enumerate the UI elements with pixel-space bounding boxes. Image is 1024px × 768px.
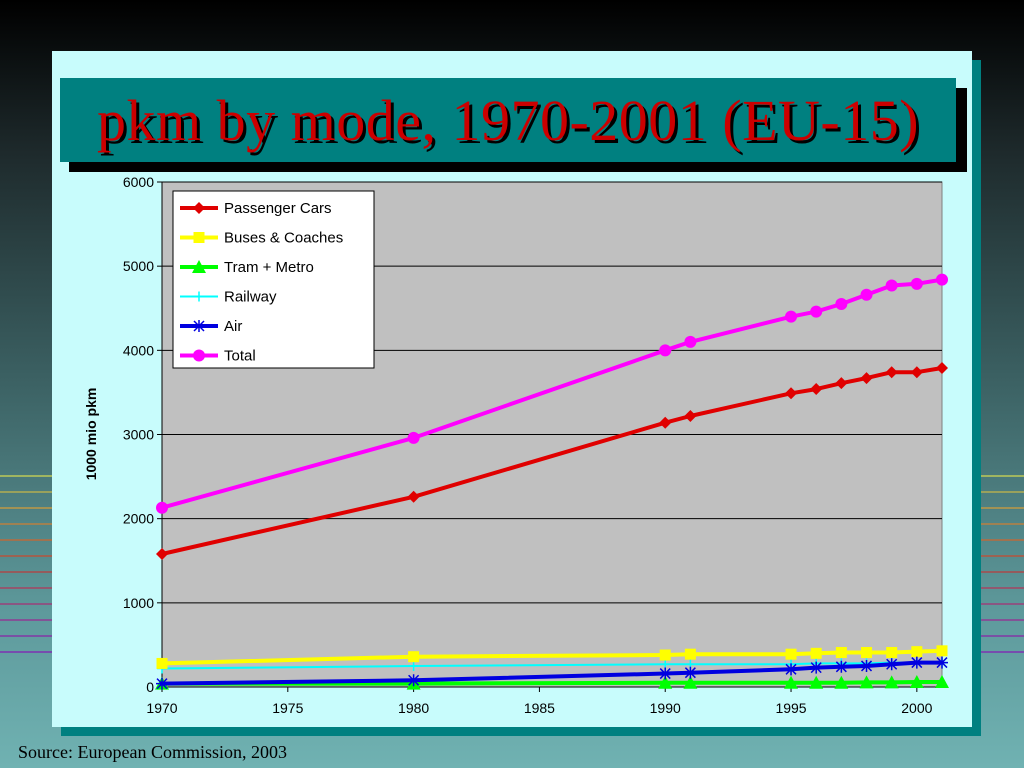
data-point (683, 675, 698, 689)
data-point (784, 675, 799, 689)
legend-label: Railway (224, 289, 277, 306)
title-box: pkm by mode, 1970-2001 (EU-15) (60, 78, 956, 162)
data-point (936, 273, 948, 286)
y-axis-label: 1000 mio pkm (83, 388, 99, 481)
data-point (408, 651, 420, 663)
legend-label: Air (224, 318, 242, 335)
data-point (859, 675, 874, 689)
data-point (884, 675, 899, 689)
data-point (684, 648, 696, 660)
data-point (936, 645, 948, 657)
data-point (659, 649, 671, 661)
y-tick-label: 1000 (123, 595, 154, 611)
legend-marker (193, 232, 205, 243)
data-point (684, 335, 697, 348)
data-point (835, 660, 848, 673)
data-point (407, 490, 420, 503)
data-point (156, 657, 168, 669)
series-buses-coaches (156, 645, 948, 669)
data-point (911, 646, 923, 658)
x-tick-label: 1985 (524, 700, 555, 716)
x-tick-label: 1975 (272, 700, 303, 716)
data-point (810, 305, 823, 318)
data-point (885, 658, 898, 671)
y-tick-label: 4000 (123, 342, 154, 358)
data-point (156, 677, 168, 690)
data-point (909, 674, 924, 688)
legend-label: Total (224, 348, 256, 365)
legend-box (172, 190, 375, 369)
legend-marker (193, 202, 205, 214)
data-point (860, 659, 873, 672)
data-point (860, 372, 873, 385)
data-point (935, 674, 949, 688)
legend: Passenger Cars Buses & Coaches Tram + Metr… (172, 190, 375, 369)
legend-item: Railway (180, 289, 277, 306)
data-point (936, 656, 948, 669)
data-point (408, 660, 419, 671)
data-point (910, 656, 923, 669)
data-point (886, 646, 898, 658)
x-tick-label: 1970 (146, 700, 177, 716)
data-point (658, 675, 673, 689)
data-point (785, 387, 798, 400)
source-note: Source: European Commission, 2003 (18, 742, 287, 762)
data-point (156, 501, 168, 514)
y-tick-label: 6000 (123, 174, 154, 190)
y-tick-label: 3000 (123, 427, 154, 443)
data-point (156, 548, 168, 561)
data-point (407, 674, 420, 687)
x-tick-label: 2000 (901, 700, 932, 716)
legend-marker (192, 260, 206, 273)
legend-label: Passenger Cars (224, 200, 332, 217)
data-point (407, 431, 420, 444)
data-point (910, 366, 923, 379)
data-point (860, 288, 873, 301)
data-point (885, 279, 898, 292)
legend-item: Air (180, 318, 242, 335)
legend-marker (194, 291, 204, 302)
data-point (835, 298, 848, 311)
data-point (835, 377, 848, 390)
y-tick-label: 5000 (123, 258, 154, 274)
series-passenger-cars (156, 362, 948, 561)
series-lines (155, 273, 949, 690)
legend-label: Buses & Coaches (224, 230, 343, 247)
legend-marker (193, 349, 205, 362)
data-point (659, 344, 672, 357)
legend-label: Tram + Metro (224, 259, 314, 276)
y-tick-label: 0 (146, 679, 154, 695)
data-point (834, 675, 849, 689)
x-tick-label: 1980 (398, 700, 429, 716)
series-total (156, 273, 948, 514)
data-point (810, 383, 823, 396)
x-tick-label: 1990 (650, 700, 681, 716)
legend-item: Total (180, 348, 256, 365)
data-point (910, 277, 923, 290)
data-point (936, 362, 948, 375)
data-point (785, 663, 798, 676)
data-point (659, 667, 672, 680)
data-point (785, 648, 797, 660)
data-point (684, 666, 697, 679)
data-point (684, 409, 697, 422)
data-point (810, 661, 823, 674)
legend-marker (193, 320, 205, 332)
data-point (861, 646, 873, 658)
x-tick-label: 1995 (775, 700, 806, 716)
data-point (809, 675, 824, 689)
legend-item: Tram + Metro (180, 259, 314, 276)
data-point (835, 646, 847, 658)
y-tick-label: 2000 (123, 511, 154, 527)
data-point (810, 647, 822, 659)
series-air (156, 656, 948, 690)
tick-labels: 0 1000 2000 3000 4000 5000 6000 1970 1975 1980 198… (123, 174, 933, 716)
slide-title: pkm by mode, 1970-2001 (EU-15) (96, 87, 920, 153)
data-point (659, 416, 672, 429)
legend-item: Buses & Coaches (180, 230, 343, 247)
legend-item: Passenger Cars (180, 200, 332, 217)
data-point (785, 310, 798, 323)
data-point (885, 366, 898, 379)
